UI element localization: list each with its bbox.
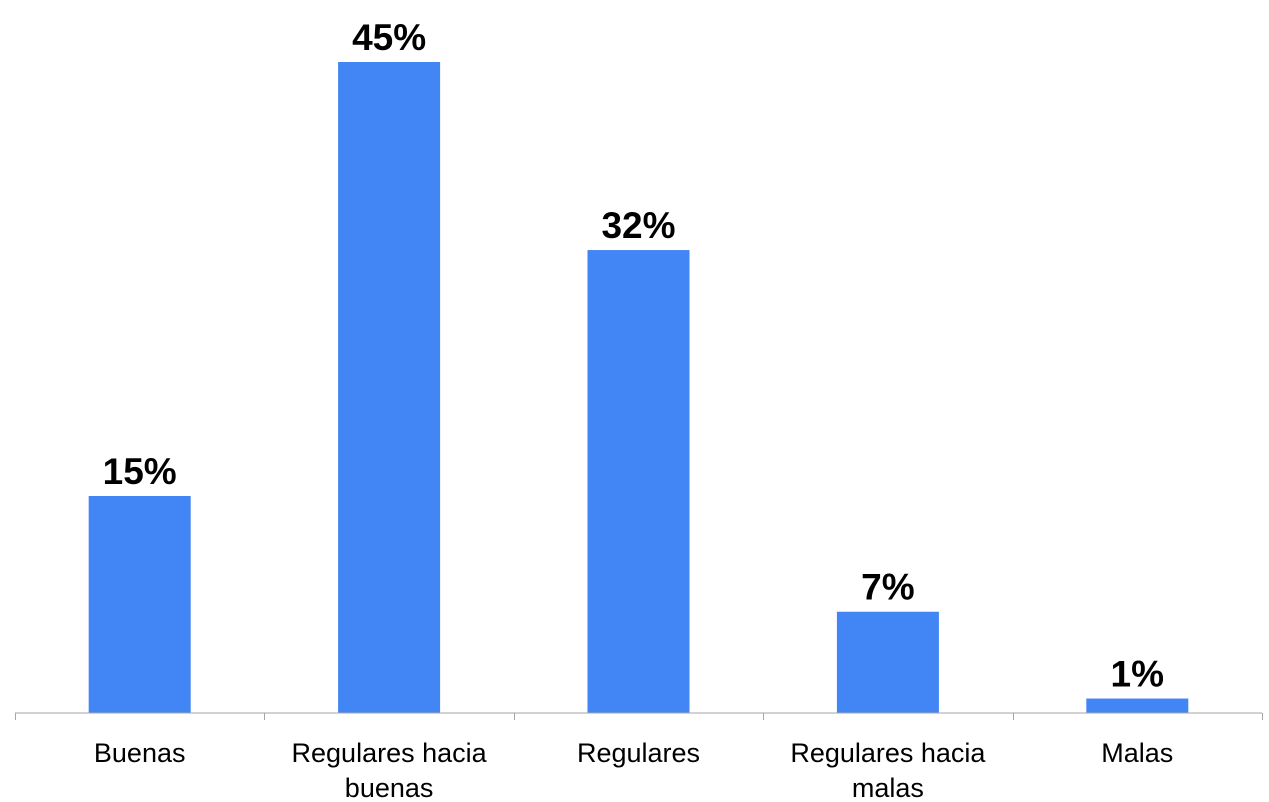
bar bbox=[587, 250, 690, 714]
data-label: 45% bbox=[352, 17, 426, 58]
category-labels-group: Buenas Regulares hacia buenas Regulares Regu… bbox=[94, 738, 1173, 802]
category-label-line: Buenas bbox=[94, 738, 186, 768]
category-label-line: buenas bbox=[345, 773, 434, 802]
category-label-line: malas bbox=[852, 773, 924, 802]
bar bbox=[1086, 698, 1189, 713]
category-label-line: Malas bbox=[1101, 738, 1173, 768]
bar bbox=[88, 496, 191, 713]
category-label: Buenas bbox=[94, 738, 186, 768]
category-label-line: Regulares hacia bbox=[790, 738, 986, 768]
category-label-line: Regulares hacia bbox=[292, 738, 488, 768]
category-label: Regulares hacia buenas bbox=[292, 738, 488, 802]
category-label: Malas bbox=[1101, 738, 1173, 768]
category-label: Regulares bbox=[577, 738, 700, 768]
data-labels-group: 15% 45% 32% 7% 1% bbox=[103, 17, 1164, 695]
category-label: Regulares hacia malas bbox=[790, 738, 986, 802]
category-label-line: Regulares bbox=[577, 738, 700, 768]
bar bbox=[836, 611, 939, 713]
x-axis-ticks-group bbox=[15, 713, 1263, 720]
data-label: 15% bbox=[103, 451, 177, 492]
bar bbox=[338, 62, 441, 713]
data-label: 1% bbox=[1111, 654, 1164, 695]
data-label: 32% bbox=[601, 205, 675, 246]
data-label: 7% bbox=[861, 567, 914, 608]
bars-group bbox=[88, 62, 1189, 714]
